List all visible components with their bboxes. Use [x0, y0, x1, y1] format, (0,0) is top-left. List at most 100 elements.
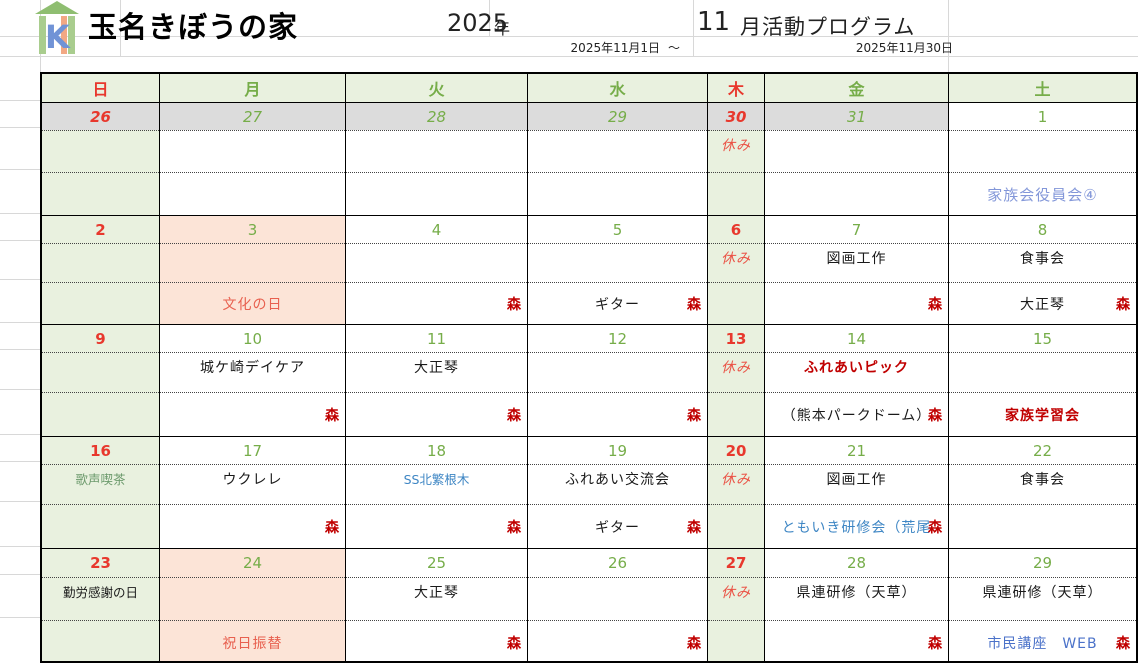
mori-mark: 森 [1116, 636, 1130, 652]
date-row: 10 [160, 325, 345, 352]
day-cell-w1-27[interactable]: 27 [159, 103, 345, 215]
gridline [0, 213, 40, 214]
activity-row: 森 [765, 620, 948, 661]
date-row: 25 [346, 549, 527, 577]
day-cell-w4-22[interactable]: 22 食事会 [948, 437, 1136, 548]
activity-row [708, 172, 764, 215]
date-row: 27 [160, 103, 345, 130]
date-label: 18 [426, 441, 447, 460]
day-cell-w5-27[interactable]: 27 休み [707, 549, 764, 661]
activity-row: 森 [160, 504, 345, 548]
date-row: 6 [708, 216, 764, 243]
date-label: 1 [1037, 107, 1048, 126]
month-value[interactable]: 11 [697, 7, 731, 37]
day-cell-w1-30[interactable]: 30 休み [707, 103, 764, 215]
day-cell-w4-19[interactable]: 19 ふれあい交流会 ギター 森 [527, 437, 707, 548]
day-cell-w1-31[interactable]: 31 [764, 103, 948, 215]
weekday-header-土[interactable]: 土 [948, 74, 1136, 102]
weekday-header-月[interactable]: 月 [159, 74, 345, 102]
gridline [489, 0, 490, 36]
day-cell-w2-7[interactable]: 7 図画工作森 [764, 216, 948, 324]
day-cell-w5-23[interactable]: 23 勤労感謝の日 [42, 549, 159, 661]
weekday-header-金[interactable]: 金 [764, 74, 948, 102]
activity-row [708, 504, 764, 548]
activity-row [949, 352, 1136, 392]
activity-row [346, 172, 527, 215]
date-row: 12 [528, 325, 707, 352]
activity-row [42, 282, 159, 324]
day-cell-w5-24[interactable]: 24 祝日振替 [159, 549, 345, 661]
day-cell-w2-8[interactable]: 8 食事会 大正琴 森 [948, 216, 1136, 324]
day-cell-w5-25[interactable]: 25 大正琴森 [345, 549, 527, 661]
activity-row [42, 130, 159, 172]
activity-row: 森 [528, 392, 707, 436]
calendar-table: 日月 火 水木金 土 26 27 28 29 30 休み 31 1 家族会役員会④ 2 3 文化の日 4 森 5 ギ… [40, 72, 1138, 663]
activity-row [42, 172, 159, 215]
day-cell-w3-15[interactable]: 15 家族学習会 [948, 325, 1136, 436]
weekday-header-火[interactable]: 火 [345, 74, 527, 102]
day-cell-w3-10[interactable]: 10 城ケ崎デイケア森 [159, 325, 345, 436]
day-cell-w3-14[interactable]: 14 ふれあいピック （熊本パークドーム）森 [764, 325, 948, 436]
week-row-1: 26 27 28 29 30 休み 31 1 家族会役員会④ [42, 102, 1136, 215]
gridline [948, 0, 949, 72]
date-row: 16 [42, 437, 159, 464]
gridline [0, 501, 40, 502]
date-label: 29 [607, 107, 628, 126]
day-cell-w2-3[interactable]: 3 文化の日 [159, 216, 345, 324]
weekday-header-木[interactable]: 木 [707, 74, 764, 102]
day-cell-w1-26[interactable]: 26 [42, 103, 159, 215]
day-cell-w5-26[interactable]: 26 森 [527, 549, 707, 661]
day-cell-w3-9[interactable]: 9 [42, 325, 159, 436]
day-cell-w5-28[interactable]: 28 県連研修（天草） 森 [764, 549, 948, 661]
day-cell-w2-5[interactable]: 5 ギター 森 [527, 216, 707, 324]
activity-row: 休み [708, 243, 764, 282]
activity-row [708, 282, 764, 324]
date-label: 11 [426, 329, 447, 348]
date-row: 15 [949, 325, 1136, 352]
date-label: 31 [846, 107, 867, 126]
date-label: 7 [851, 220, 862, 239]
weekday-label: 火 [428, 80, 445, 99]
gridline [120, 0, 121, 56]
day-cell-w1-29[interactable]: 29 [527, 103, 707, 215]
day-cell-w2-2[interactable]: 2 [42, 216, 159, 324]
day-cell-w3-13[interactable]: 13 休み [707, 325, 764, 436]
weekday-header-水[interactable]: 水 [527, 74, 707, 102]
day-cell-w1-1[interactable]: 1 家族会役員会④ [948, 103, 1136, 215]
activity-row [160, 243, 345, 282]
day-cell-w3-12[interactable]: 12 森 [527, 325, 707, 436]
gridline [0, 546, 40, 547]
date-label: 29 [1032, 554, 1053, 572]
year-value[interactable]: 2025 [447, 9, 509, 37]
closed-label: 休み [721, 472, 751, 488]
activity-label: ウクレレ [222, 472, 283, 488]
date-label: 17 [242, 441, 263, 460]
activity-row: 家族学習会 [949, 392, 1136, 436]
day-cell-w4-21[interactable]: 21 図画工作 ともいき研修会（荒尾森 [764, 437, 948, 548]
activity-row [765, 130, 948, 172]
day-cell-w4-16[interactable]: 16 歌声喫茶 [42, 437, 159, 548]
date-range-start: 2025年11月1日 [570, 41, 660, 55]
date-label: 2 [95, 220, 106, 239]
day-cell-w4-20[interactable]: 20 休み [707, 437, 764, 548]
calendar-weeks: 26 27 28 29 30 休み 31 1 家族会役員会④ 2 3 文化の日 4 森 5 ギター森 6 休み 7 図… [42, 102, 1136, 661]
gridline [0, 574, 40, 575]
day-cell-w2-6[interactable]: 6 休み [707, 216, 764, 324]
date-label: 28 [426, 107, 447, 126]
gridline [0, 36, 1138, 37]
day-cell-w4-18[interactable]: 18 SS北繁根木森 [345, 437, 527, 548]
weekday-header-日[interactable]: 日 [42, 74, 159, 102]
weekday-label: 土 [1034, 80, 1051, 99]
gridline [0, 279, 40, 280]
activity-row: 大正琴 [346, 577, 527, 620]
activity-row [708, 392, 764, 436]
date-row: 5 [528, 216, 707, 243]
day-cell-w4-17[interactable]: 17 ウクレレ森 [159, 437, 345, 548]
activity-row [42, 620, 159, 661]
day-cell-w3-11[interactable]: 11 大正琴森 [345, 325, 527, 436]
day-cell-w1-28[interactable]: 28 [345, 103, 527, 215]
gridline [0, 389, 40, 390]
date-row: 17 [160, 437, 345, 464]
day-cell-w5-29[interactable]: 29 県連研修（天草） 市民講座 WEB 森 [948, 549, 1136, 661]
